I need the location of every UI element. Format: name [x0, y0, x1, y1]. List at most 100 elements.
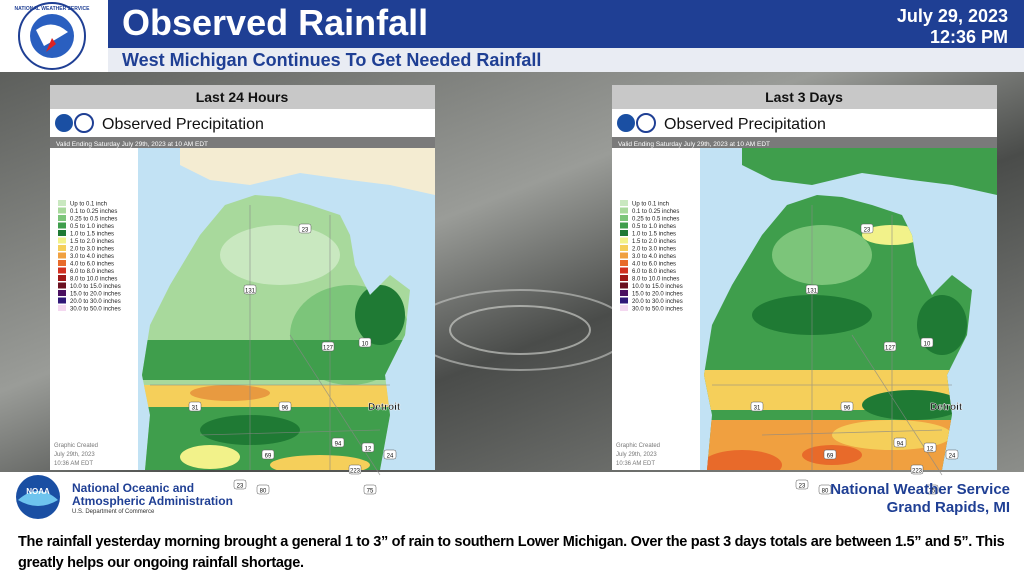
legend-label: 30.0 to 50.0 inches: [632, 307, 683, 313]
subtitle-band: [108, 48, 1024, 72]
route-shield: [321, 341, 335, 352]
route-shield: [358, 337, 372, 348]
route-label: 127: [323, 346, 334, 352]
route-label: 96: [282, 406, 289, 412]
route-label: 80: [822, 489, 829, 495]
nws-logo-bolt: [46, 38, 56, 52]
route-label: 24: [949, 454, 956, 460]
rain-area: [772, 225, 872, 285]
graphic-created: 10:36 AM EDT: [616, 461, 655, 467]
route-shield: [910, 464, 924, 475]
legend-swatch: [58, 290, 66, 296]
route-shield: [823, 449, 837, 460]
route-shield: [805, 284, 819, 295]
route-shield: [331, 437, 345, 448]
legend-label: 15.0 to 20.0 inches: [70, 292, 121, 298]
subtitle: West Michigan Continues To Get Needed Ra…: [122, 50, 542, 70]
footer-bg: [0, 472, 1024, 522]
route-label: 131: [807, 289, 818, 295]
legend-swatch: [58, 222, 66, 229]
graphic-created: 10:36 AM EDT: [54, 461, 93, 467]
route-shield: [925, 484, 939, 495]
route-shield: [261, 449, 275, 460]
legend-swatch: [620, 275, 628, 281]
map-panel: Last 3 Days Observed Precipitation Valid E…: [612, 85, 997, 495]
route-label: 80: [260, 489, 267, 495]
legend-swatch: [620, 215, 628, 221]
title-band: [108, 0, 1024, 48]
upper-peninsula: [742, 148, 997, 195]
route-shield: [243, 284, 257, 295]
legend-label: 3.0 to 4.0 inches: [70, 254, 114, 260]
legend-label: 1.0 to 1.5 inches: [70, 232, 114, 238]
route-label: 23: [864, 228, 871, 234]
noaa-mini-logo: [617, 114, 635, 132]
product-bar: [612, 109, 997, 137]
panel-heading-bg: [50, 85, 435, 109]
product-bar: [50, 109, 435, 137]
legend-swatch: [58, 305, 66, 311]
valid-strip: [50, 137, 435, 148]
legend-label: 3.0 to 4.0 inches: [632, 254, 676, 260]
map-panel: Last 24 Hours Observed Precipitation Valid…: [50, 85, 435, 495]
panel-heading: Last 3 Days: [765, 89, 843, 105]
rain-area: [190, 385, 270, 401]
panel-heading-bg: [612, 85, 997, 109]
route-label: 131: [245, 289, 256, 295]
route-label: 223: [912, 469, 923, 475]
route-label: 23: [302, 228, 309, 234]
legend-label: 10.0 to 15.0 inches: [70, 284, 121, 290]
route-shield: [893, 437, 907, 448]
title: Observed Rainfall: [122, 2, 429, 43]
noaa-logo-wave: [18, 491, 58, 506]
route-label: 75: [929, 489, 936, 495]
legend-swatch: [58, 207, 66, 214]
route-label: 12: [927, 447, 934, 453]
route-label: 127: [885, 346, 896, 352]
route-label: 94: [335, 442, 342, 448]
route-shield: [795, 479, 809, 490]
product-title: Observed Precipitation: [102, 116, 264, 133]
legend-swatch: [58, 282, 66, 289]
legend-label: 0.1 to 0.25 inches: [632, 209, 679, 215]
legend-label: 15.0 to 20.0 inches: [632, 292, 683, 298]
department: U.S. Department of Commerce: [72, 509, 155, 515]
route-shield: [383, 449, 397, 460]
legend-label: 8.0 to 10.0 inches: [632, 277, 679, 283]
route-label: 69: [827, 454, 834, 460]
legend-label: 0.25 to 0.5 inches: [70, 217, 117, 223]
ripple: [449, 305, 591, 355]
legend-swatch: [58, 215, 66, 221]
route-shield: [818, 484, 832, 495]
legend-label: 6.0 to 8.0 inches: [70, 269, 114, 275]
route-shield: [348, 464, 362, 475]
route-label: 31: [754, 406, 761, 412]
legend-label: 1.0 to 1.5 inches: [632, 232, 676, 238]
legend-swatch: [58, 297, 66, 304]
route-label: 75: [367, 489, 374, 495]
legend-label: 4.0 to 6.0 inches: [70, 262, 114, 268]
rain-area: [862, 390, 962, 420]
legend-swatch: [620, 222, 628, 229]
lower-peninsula: [704, 195, 972, 470]
nws-logo-text: NATIONAL WEATHER SERVICE: [15, 6, 91, 12]
office-line: Grand Rapids, MI: [886, 499, 1010, 516]
route-shield: [233, 479, 247, 490]
product-title: Observed Precipitation: [664, 116, 826, 133]
route-shield: [860, 223, 874, 234]
legend-swatch: [58, 230, 66, 236]
legend-label: 1.5 to 2.0 inches: [70, 239, 114, 245]
legend-label: 20.0 to 30.0 inches: [632, 299, 683, 305]
route-label: 223: [350, 469, 361, 475]
route-shield: [920, 337, 934, 348]
valid-strip: [612, 137, 997, 148]
graphic-created: July 29th, 2023: [54, 452, 95, 458]
legend-label: 8.0 to 10.0 inches: [70, 277, 117, 283]
legend-swatch: [620, 282, 628, 289]
time: 12:36 PM: [929, 27, 1008, 47]
legend-swatch: [620, 207, 628, 214]
legend-swatch: [620, 230, 628, 236]
rain-area: [270, 455, 370, 470]
